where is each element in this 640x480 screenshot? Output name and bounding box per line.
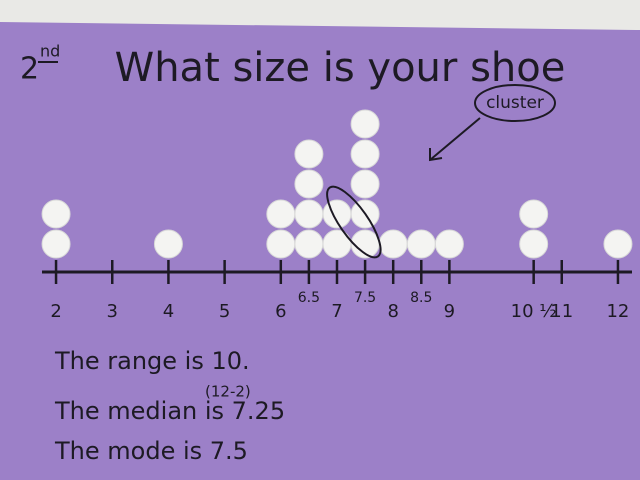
x-tick-label: 2 (50, 301, 61, 322)
arrow (429, 117, 481, 161)
dot (41, 229, 71, 259)
dot (294, 169, 324, 199)
x-tick-label: 4 (163, 301, 174, 322)
dot (153, 229, 183, 259)
annotation: The range is 10. (54, 347, 250, 375)
x-tick-label: 5 (219, 301, 230, 322)
dot (294, 199, 324, 229)
x-tick-label: 12 (606, 301, 629, 322)
dot (378, 229, 408, 259)
cloud (474, 84, 556, 122)
dot (294, 229, 324, 259)
cluster-ring (326, 185, 382, 259)
x-tick-label: 3 (107, 301, 118, 322)
dot (266, 229, 296, 259)
dot (519, 199, 549, 229)
dot (434, 229, 464, 259)
x-tick-label: 10 ½ (511, 301, 557, 322)
x-tick-label: 8.5 (410, 290, 432, 306)
dot (406, 229, 436, 259)
grade: 2 (20, 52, 39, 87)
x-tick-label: 6 (275, 301, 286, 322)
annotation: The mode is 7.5 (54, 437, 248, 465)
chart-title: What size is your shoe (115, 45, 566, 91)
grade-suffix: nd (40, 42, 60, 61)
x-tick-label: 6.5 (298, 290, 320, 306)
dot (519, 229, 549, 259)
dot (266, 199, 296, 229)
arrow-head (429, 148, 443, 162)
annotation: cluster (486, 93, 544, 113)
dot (41, 199, 71, 229)
annotation: (12-2) (205, 383, 251, 401)
dot (350, 139, 380, 169)
dot (294, 139, 324, 169)
x-tick-label: 7 (331, 301, 342, 322)
x-tick-label: 11 (550, 301, 573, 322)
dot (603, 229, 633, 259)
x-tick-label: 7.5 (354, 290, 376, 306)
dot (350, 169, 380, 199)
x-tick-label: 8 (387, 301, 398, 322)
dot (350, 109, 380, 139)
x-tick-label: 9 (444, 301, 455, 322)
annotation: The median is 7.25 (54, 397, 285, 425)
dot (322, 199, 352, 229)
dot (322, 229, 352, 259)
